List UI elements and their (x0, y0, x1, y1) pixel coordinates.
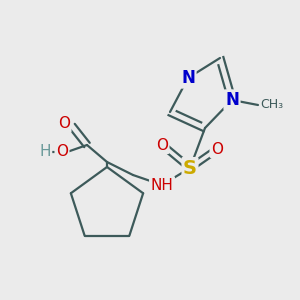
Text: H: H (39, 145, 51, 160)
Text: CH₃: CH₃ (260, 98, 283, 112)
Text: O: O (58, 116, 70, 131)
Text: S: S (183, 158, 197, 178)
Text: O: O (211, 142, 223, 157)
Text: N: N (225, 91, 239, 109)
Text: NH: NH (151, 178, 173, 193)
Text: N: N (181, 69, 195, 87)
Text: O: O (56, 145, 68, 160)
Text: O: O (156, 137, 168, 152)
